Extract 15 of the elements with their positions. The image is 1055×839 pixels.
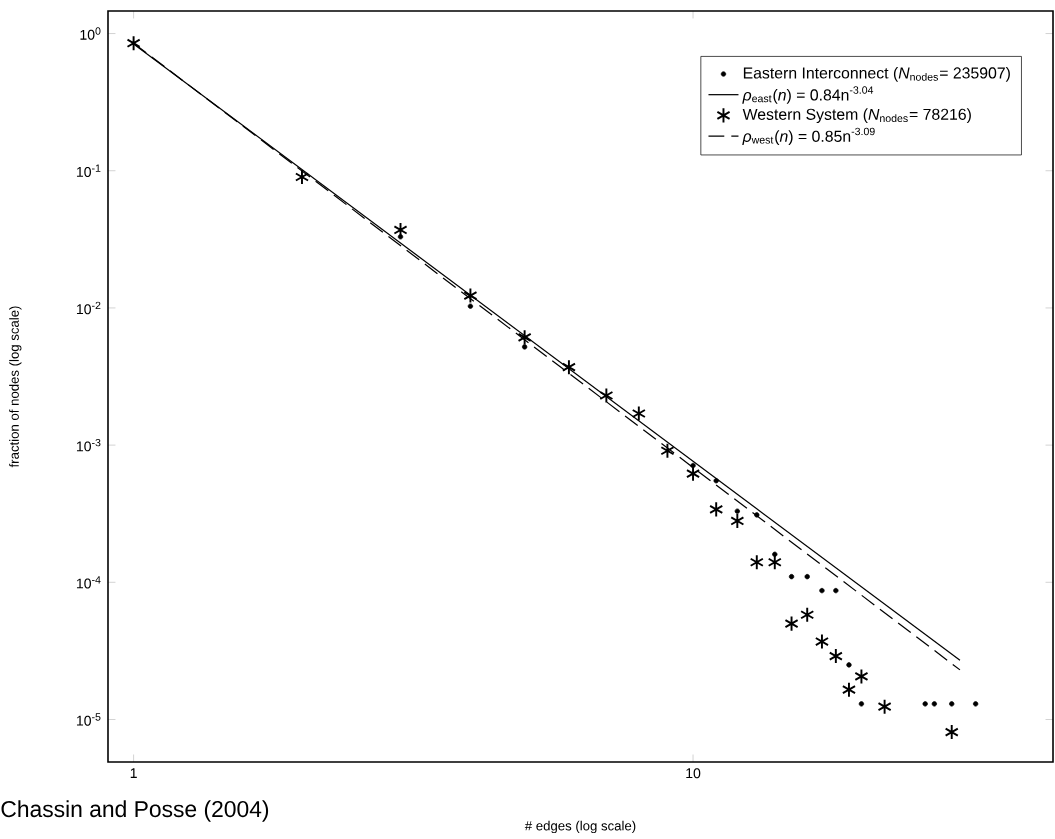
legend-label: Eastern Interconnect (N$_{nodes}$= 235907)	[743, 66, 1010, 82]
y-tick-label: 10$^{-3}$	[76, 438, 101, 452]
y-tick-label: 10$^{-1}$	[76, 164, 101, 177]
x-tick-label: 1	[130, 768, 137, 778]
text: Chassin and Posse (2004)	[1, 800, 269, 822]
x-axis-title: # edges (log scale)	[524, 820, 636, 834]
legend-label: Western System (N$_{nodes}$= 78216)	[742, 108, 971, 124]
y-tick-label: 10$^{-5}$	[76, 713, 101, 726]
y-tick-label: 10$^{-2}$	[76, 301, 101, 315]
legend-label: ρ$_{west}$(n) = 0.85n$^{-3.09}$	[742, 127, 875, 146]
y-axis-title: fraction of nodes (log scale)	[9, 306, 22, 468]
y-tick-label: 10$^{0}$	[80, 27, 101, 40]
x-tick-label: 10	[686, 768, 701, 779]
legend-label: ρ$_{east}$(n) = 0.84n$^{-3.04}$	[742, 86, 874, 104]
y-tick-label: 10$^{-4}$	[76, 576, 101, 589]
